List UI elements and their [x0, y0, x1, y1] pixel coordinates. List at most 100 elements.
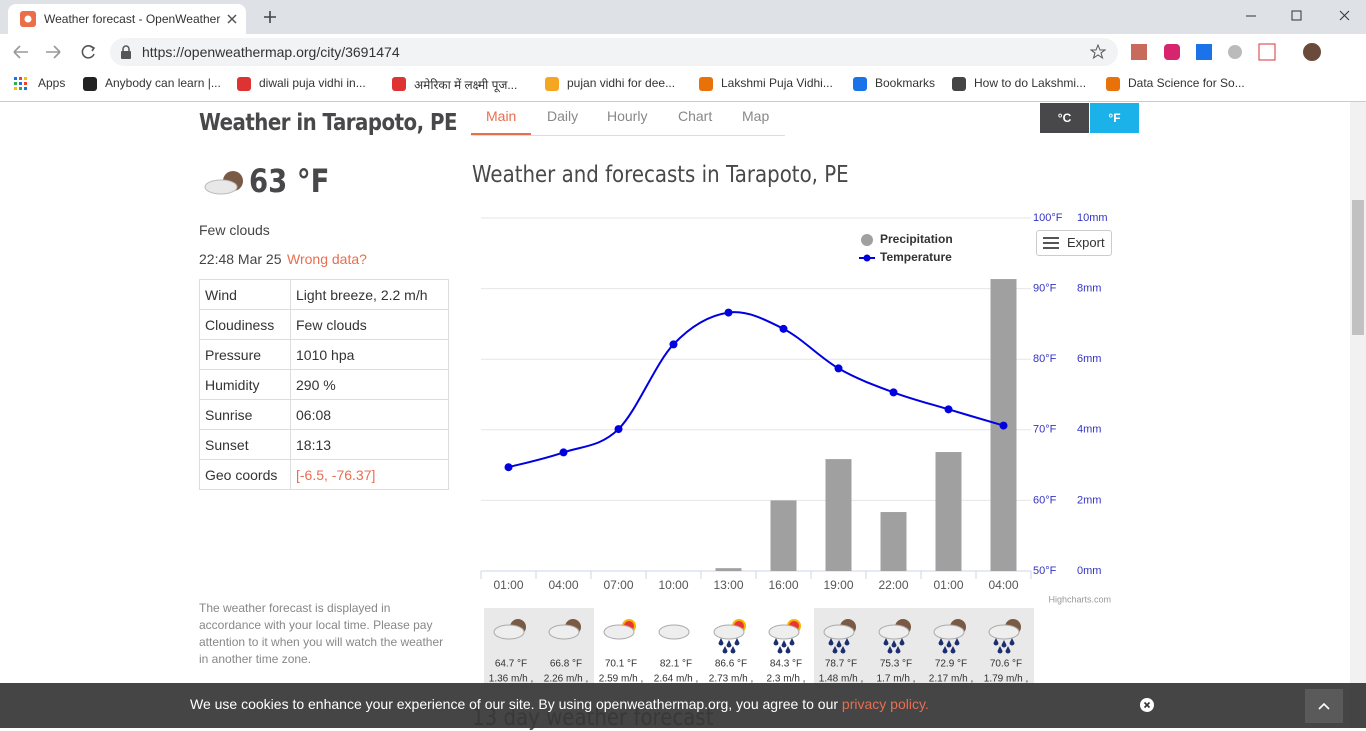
bookmark[interactable]: Bookmarks: [875, 76, 936, 90]
raindrop: [1005, 646, 1011, 654]
wrong-data-link[interactable]: Wrong data?: [287, 251, 367, 267]
weather-icon: [204, 171, 243, 195]
bar: [935, 452, 962, 571]
table-value: Light breeze, 2.2 m/h: [290, 279, 449, 310]
raindrop: [1009, 638, 1015, 646]
temperature-point: [944, 405, 953, 414]
table-value: 18:13: [290, 429, 449, 460]
card-bg: [759, 608, 814, 688]
table-label: Wind: [199, 279, 291, 310]
cloud: [768, 624, 800, 640]
star-icon[interactable]: [1090, 44, 1106, 60]
bookmark-icon: [1106, 77, 1120, 91]
bookmarks-bar: [0, 68, 1366, 102]
x-tick-label: 01:00: [933, 578, 963, 592]
browser-tab[interactable]: Weather forecast - OpenWeather: [8, 4, 246, 34]
bookmark-icon: [952, 77, 966, 91]
nav-tab[interactable]: Daily: [547, 108, 579, 124]
raindrop: [946, 640, 952, 648]
nav-tab[interactable]: Main: [486, 108, 517, 124]
nav-tab[interactable]: Hourly: [607, 108, 648, 124]
table-row: Cloudiness Few clouds: [199, 309, 449, 340]
card-temperature: 64.7 °F: [495, 659, 527, 670]
bar: [715, 568, 742, 571]
card-bg: [539, 608, 594, 688]
cookie-close[interactable]: [1140, 698, 1154, 712]
window-controls[interactable]: [1240, 6, 1360, 26]
tab-close[interactable]: [226, 13, 238, 25]
scroll-top-button[interactable]: [1305, 689, 1343, 723]
card-temperature: 72.9 °F: [935, 659, 967, 670]
cloud: [988, 624, 1020, 640]
credits: Highcharts.com: [1048, 594, 1111, 604]
x-tick-label: 01:00: [493, 578, 523, 592]
card-bg: [814, 608, 869, 688]
card-wind: 2.26 m/h ,: [544, 674, 588, 685]
temperature-point: [724, 308, 733, 317]
bookmark[interactable]: pujan vidhi for dee...: [567, 76, 676, 90]
forecast-card: 84.3 °F 2.3 m/h ,: [759, 608, 814, 688]
table-value: 06:08: [290, 399, 449, 430]
y-tick-label: 60°F: [1033, 494, 1057, 506]
x-tick-label: 13:00: [713, 578, 743, 592]
card-temperature: 70.6 °F: [990, 659, 1022, 670]
legend-symbol: [863, 254, 871, 262]
y2-tick-label: 0mm: [1077, 565, 1101, 577]
nav-tab[interactable]: Map: [742, 108, 770, 124]
bar: [825, 459, 852, 571]
y-tick-label: 100°F: [1033, 212, 1063, 224]
card-bg: [484, 608, 539, 688]
legend-label: Temperature: [880, 250, 952, 264]
bookmark[interactable]: Data Science for So...: [1128, 76, 1245, 90]
export-button[interactable]: Export: [1036, 230, 1112, 256]
scroll-thumb[interactable]: [1352, 200, 1364, 335]
bookmark[interactable]: Anybody can learn |...: [105, 76, 221, 90]
raindrop: [840, 646, 846, 654]
card-wind: 2.3 m/h ,: [767, 674, 806, 685]
table-label: Sunrise: [199, 399, 291, 430]
raindrop: [832, 646, 838, 654]
raindrop: [883, 638, 889, 646]
x-tick-label: 04:00: [548, 578, 578, 592]
address-bar[interactable]: https://openweathermap.org/city/3691474: [110, 38, 1118, 66]
raindrop: [891, 640, 897, 648]
card-bg: [869, 608, 924, 688]
temperature-point: [559, 448, 568, 457]
raindrop: [887, 646, 893, 654]
card-wind: 2.64 m/h ,: [654, 674, 698, 685]
extensions[interactable]: [1128, 42, 1328, 62]
card-temperature: 78.7 °F: [825, 659, 857, 670]
bookmark[interactable]: अमेरिका में लक्ष्मी पूज...: [414, 78, 518, 92]
forecast-card: 86.6 °F 2.73 m/h ,: [704, 608, 759, 688]
y2-tick-label: 2mm: [1077, 494, 1101, 506]
nav-tab[interactable]: Chart: [678, 108, 713, 124]
x-tick-label: 19:00: [823, 578, 853, 592]
scrollbar[interactable]: [1350, 102, 1366, 728]
table-value: 290 %: [290, 369, 449, 400]
nav-buttons[interactable]: [10, 42, 100, 62]
raindrop: [785, 646, 791, 654]
table-row: Pressure 1010 hpa: [199, 339, 449, 370]
card-bg: [594, 608, 649, 688]
apps-icon: [14, 77, 27, 90]
bookmark[interactable]: diwali puja vidhi in...: [259, 76, 366, 90]
new-tab[interactable]: [262, 9, 278, 25]
y-tick-label: 90°F: [1033, 283, 1057, 295]
temperature-point: [504, 463, 513, 472]
active-tab-underline: [471, 133, 531, 135]
privacy-link[interactable]: privacy policy.: [841, 696, 929, 712]
city-title: Weather in Tarapoto, PE: [199, 110, 457, 136]
card-wind: 1.7 m/h ,: [877, 674, 916, 685]
raindrop: [718, 638, 724, 646]
unit-button[interactable]: °C: [1040, 103, 1089, 133]
bar: [880, 512, 907, 571]
unit-button[interactable]: °F: [1090, 103, 1139, 133]
bookmark[interactable]: Lakshmi Puja Vidhi...: [721, 76, 833, 90]
raindrop: [844, 638, 850, 646]
cloud: [658, 624, 690, 640]
temperature-point: [614, 425, 623, 434]
y-tick-label: 50°F: [1033, 565, 1057, 577]
bookmark[interactable]: Apps: [38, 76, 66, 90]
bookmark[interactable]: How to do Lakshmi...: [974, 76, 1087, 90]
